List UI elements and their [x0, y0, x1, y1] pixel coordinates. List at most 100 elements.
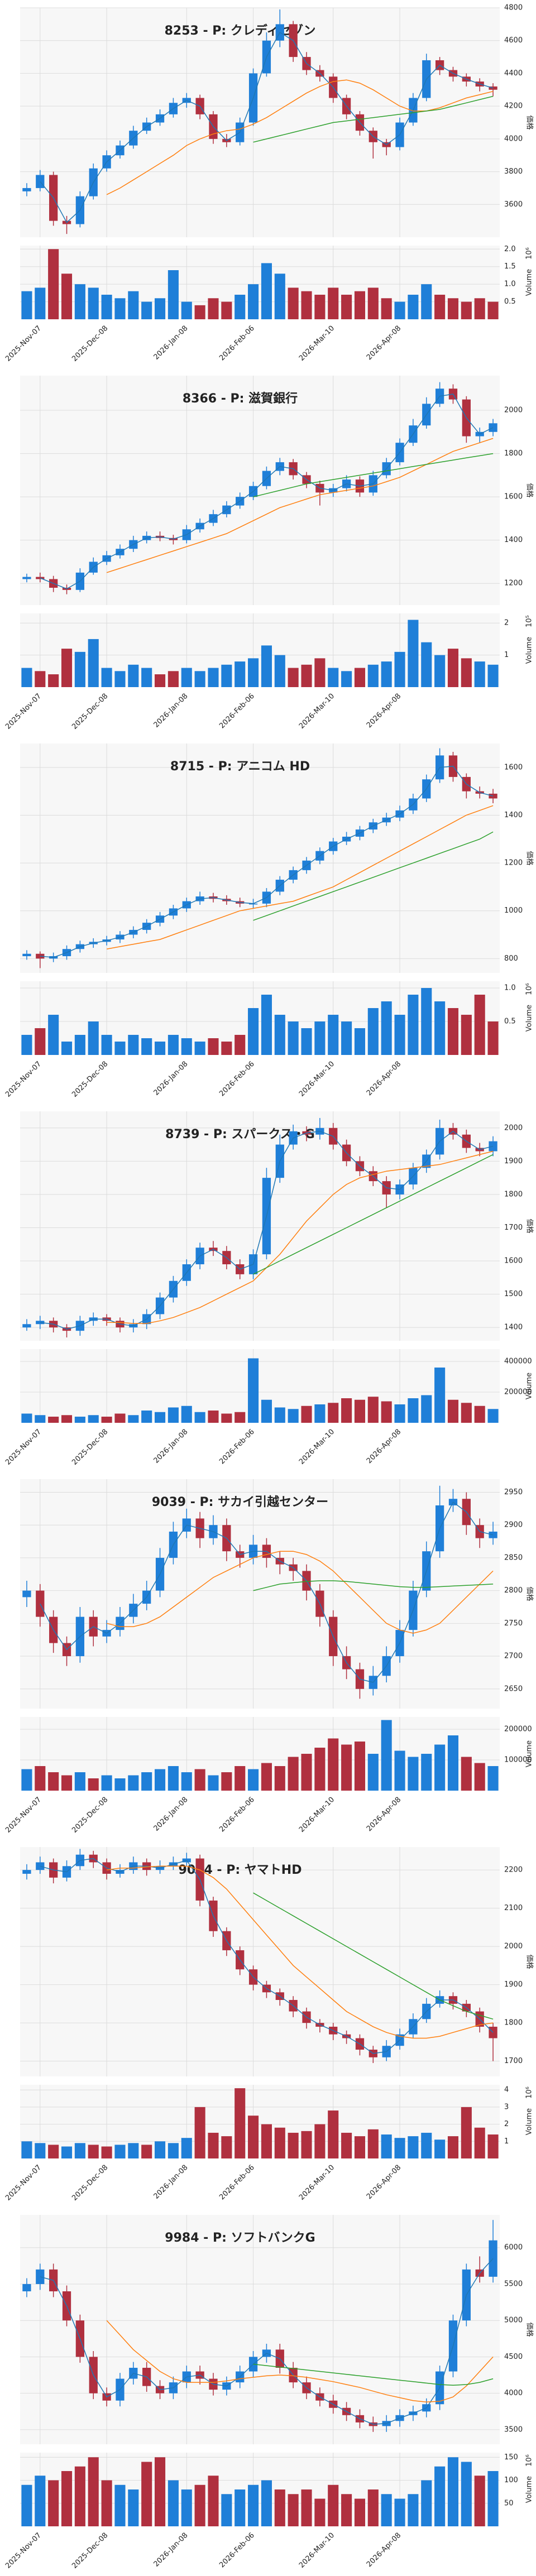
- volume-bar: [88, 639, 99, 687]
- x-tick-label: 2025-Nov-07: [4, 2531, 43, 2570]
- volume-bar: [168, 2143, 179, 2158]
- volume-bar: [461, 1403, 472, 1423]
- volume-bar: [381, 1720, 392, 1791]
- volume-bar: [381, 1401, 392, 1423]
- volume-tick-label: 100000: [504, 1756, 532, 1764]
- volume-bar: [314, 1021, 326, 1055]
- volume-bar: [74, 1035, 85, 1055]
- volume-bar: [181, 2138, 192, 2158]
- volume-bar: [74, 651, 85, 687]
- candle-body: [248, 903, 258, 905]
- candle-body: [36, 2269, 45, 2284]
- volume-offset: 10⁶: [525, 983, 534, 995]
- y-tick-label: 4200: [504, 102, 523, 111]
- moving-average: [40, 765, 494, 958]
- volume-bar: [61, 1042, 73, 1055]
- price-plot-area: [20, 376, 500, 605]
- volume-bar: [421, 2132, 432, 2158]
- volume-axis-label: Volume: [525, 637, 534, 664]
- volume-bar: [367, 1008, 379, 1055]
- moving-average: [253, 1892, 494, 2020]
- volume-bar: [208, 298, 219, 319]
- volume-bar: [328, 1015, 339, 1055]
- volume-bar: [461, 1757, 472, 1791]
- volume-bar: [408, 995, 419, 1055]
- volume-axis-label: Volume: [525, 269, 534, 296]
- y-axis-label: 価格: [525, 115, 534, 129]
- volume-bar: [341, 2132, 352, 2158]
- volume-bar: [141, 1038, 152, 1055]
- volume-bar: [88, 1021, 99, 1055]
- y-tick-label: 2200: [504, 1866, 523, 1874]
- volume-bar: [221, 301, 232, 319]
- moving-average: [253, 95, 494, 143]
- y-tick-label: 1700: [504, 1224, 523, 1232]
- volume-tick-label: 2.0: [504, 245, 516, 253]
- price-plot-area: [20, 8, 500, 237]
- volume-bar: [74, 2143, 85, 2158]
- volume-bar: [421, 642, 432, 687]
- moving-average: [40, 1858, 494, 2054]
- volume-plot-area: [20, 2085, 500, 2158]
- x-tick-label: 2026-Mar-10: [298, 2164, 336, 2202]
- volume-bar: [408, 620, 419, 687]
- volume-bar: [381, 661, 392, 687]
- candle-body: [36, 1862, 45, 1870]
- volume-tick-label: 1: [504, 2137, 509, 2146]
- chart-title: 9984 - P: ソフトバンクG: [165, 2231, 315, 2245]
- volume-bar: [21, 1035, 32, 1055]
- y-tick-label: 1400: [504, 811, 523, 819]
- volume-bar: [48, 1772, 59, 1791]
- volume-bar: [154, 2141, 166, 2158]
- volume-bar: [114, 1778, 126, 1791]
- candle-body: [22, 2284, 31, 2291]
- moving-average: [253, 831, 494, 921]
- y-tick-label: 800: [504, 954, 518, 963]
- volume-bar: [301, 2131, 312, 2158]
- volume-bar: [168, 1035, 179, 1055]
- volume-bar: [154, 2457, 166, 2526]
- volume-bar: [234, 1035, 246, 1055]
- y-tick-label: 4800: [504, 4, 523, 12]
- volume-bar: [48, 249, 59, 319]
- volume-bar: [354, 291, 366, 319]
- volume-bar: [394, 2498, 405, 2526]
- volume-bar: [248, 284, 259, 319]
- moving-average: [253, 1154, 494, 1275]
- volume-bar: [61, 649, 73, 687]
- volume-bar: [61, 1415, 73, 1423]
- volume-bar: [114, 671, 126, 687]
- volume-bar: [314, 1404, 326, 1423]
- volume-tick-label: 4: [504, 2086, 509, 2094]
- volume-bar: [221, 1413, 232, 1423]
- volume-bar: [35, 1415, 46, 1423]
- y-tick-label: 1200: [504, 579, 523, 588]
- volume-bar: [394, 651, 405, 687]
- x-tick-label: 2026-Mar-10: [298, 324, 336, 363]
- volume-bar: [447, 1735, 459, 1791]
- volume-bar: [141, 1772, 152, 1791]
- volume-bar: [274, 1766, 285, 1791]
- y-axis-label: 価格: [525, 1954, 534, 1969]
- volume-bar: [154, 1042, 166, 1055]
- volume-bar: [154, 1769, 166, 1791]
- volume-bar: [367, 1397, 379, 1423]
- volume-tick-label: 1: [504, 651, 509, 659]
- volume-tick-label: 1.0: [504, 984, 516, 992]
- volume-bar: [221, 1772, 232, 1791]
- x-tick-label: 2026-Jan-08: [152, 2164, 190, 2201]
- y-tick-label: 3500: [504, 2425, 523, 2434]
- y-tick-label: 2000: [504, 406, 523, 415]
- volume-bar: [234, 1766, 246, 1791]
- volume-bar: [328, 1403, 339, 1423]
- y-axis-label: 価格: [525, 1219, 534, 1233]
- volume-bar: [474, 995, 485, 1055]
- volume-bar: [248, 2116, 259, 2158]
- volume-bar: [168, 1766, 179, 1791]
- volume-bar: [194, 1769, 205, 1791]
- volume-bar: [261, 995, 272, 1055]
- volume-bar: [221, 664, 232, 687]
- volume-bar: [141, 1411, 152, 1423]
- volume-tick-label: 400000: [504, 1357, 532, 1366]
- volume-bar: [35, 287, 46, 319]
